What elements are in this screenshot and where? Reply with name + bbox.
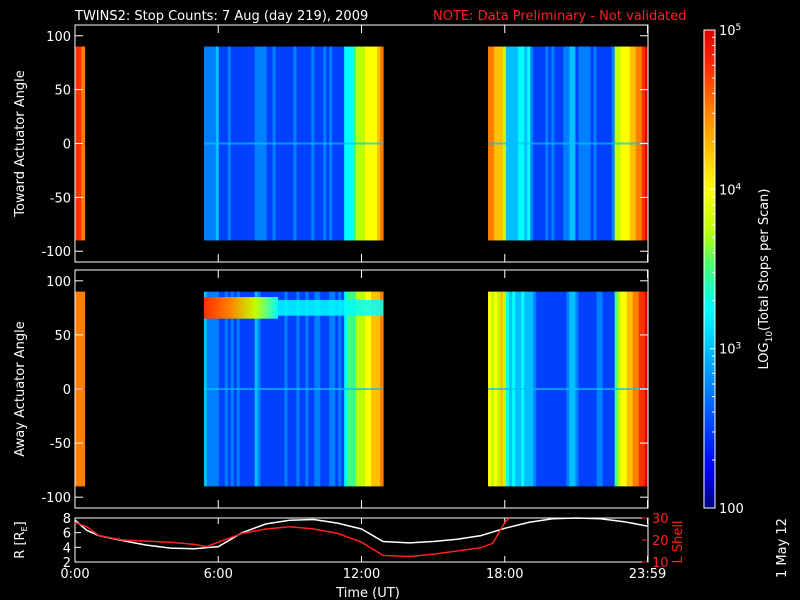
r-distance-line (74, 517, 648, 550)
left-y-tick-label: 6 (63, 527, 71, 542)
zero-angle-stripe (488, 142, 648, 145)
right-y-tick-label: 20 (652, 534, 669, 549)
data-interval-1 (203, 291, 384, 487)
colorbar-tick-label: 100 (719, 502, 744, 517)
left-y-axis-label: R [RE] (13, 521, 29, 558)
chart-title: TWINS2: Stop Counts: 7 Aug (day 219), 20… (74, 9, 368, 24)
colorbar: 100 103 104 105 LOG10(Total Stops per Scan) (703, 23, 775, 517)
y-tick-label: 0 (63, 383, 71, 398)
data-interval-2 (488, 291, 649, 487)
data-interval-2 (488, 46, 649, 241)
date-stamp: 1 May 12 (775, 518, 790, 578)
y-tick-label: 50 (54, 84, 71, 99)
x-axis-label: Time (UT) (335, 586, 400, 600)
x-tick-label: 23:59 (629, 567, 666, 582)
x-tick-label: 6:00 (204, 567, 233, 582)
colorbar-tick-label: 104 (719, 182, 742, 198)
colorbar-tick-label: 105 (719, 23, 741, 39)
y-axis-label: Toward Actuator Angle (13, 70, 28, 217)
preliminary-note: NOTE: Data Preliminary - Not validated (433, 9, 687, 24)
zero-angle-stripe (203, 142, 383, 145)
x-tick-label: 0:00 (60, 567, 89, 582)
left-y-tick-label: 2 (63, 556, 71, 571)
y-tick-label: -50 (50, 437, 71, 452)
y-tick-label: -100 (41, 245, 71, 260)
y-tick-label: -100 (41, 491, 71, 506)
l-shell-line (74, 517, 511, 558)
colorbar-tick-label: 103 (719, 342, 741, 358)
x-tick-label: 18:00 (486, 567, 523, 582)
middle-heatmap-panel: 100 50 0 -50 -100 Away Actuator Angle (13, 269, 649, 509)
left-y-tick-label: 8 (63, 512, 71, 527)
right-y-axis-label: L Shell (671, 520, 686, 563)
colorbar-label: LOG10(Total Stops per Scan) (757, 189, 775, 370)
high-count-band (203, 297, 278, 319)
left-y-tick-label: 4 (63, 541, 71, 556)
x-tick-label: 12:00 (343, 567, 380, 582)
line-plot-frame (74, 517, 649, 563)
colorbar-gradient-bar (703, 29, 716, 509)
y-axis-label: Away Actuator Angle (13, 321, 28, 456)
y-tick-label: 100 (46, 30, 71, 45)
zero-angle-stripe (488, 388, 648, 390)
y-tick-label: 50 (54, 329, 71, 344)
right-y-tick-label: 10 (652, 556, 669, 571)
top-heatmap-panel: 100 50 0 -50 -100 Toward Actuator Angle (13, 24, 649, 263)
zero-angle-stripe (203, 388, 383, 390)
right-y-tick-label: 30 (652, 512, 669, 527)
data-interval-1 (203, 46, 384, 241)
high-count-band-tail (277, 300, 383, 316)
y-tick-label: 100 (46, 275, 71, 290)
y-tick-label: 0 (63, 138, 71, 153)
y-tick-label: -50 (50, 191, 71, 206)
